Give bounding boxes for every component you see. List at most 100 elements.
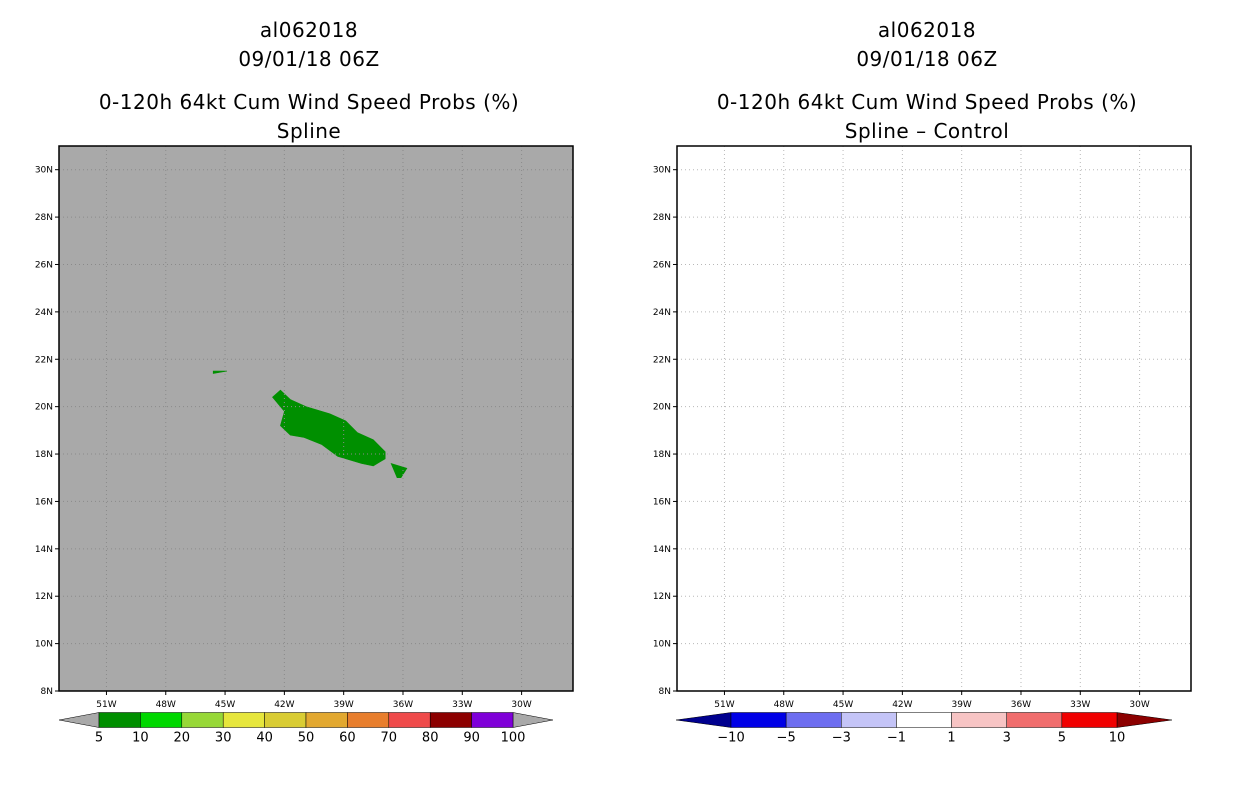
x-tick-label: 42W <box>274 700 294 710</box>
left-panel-subheader: 0-120h 64kt Cum Wind Speed Probs (%) Spl… <box>99 88 519 146</box>
y-tick-label: 24N <box>653 308 671 318</box>
x-tick-label: 30W <box>511 700 531 710</box>
colorbar-label: 5 <box>1058 731 1066 746</box>
colorbar-segment <box>140 712 183 728</box>
colorbar-label: 1 <box>947 731 955 746</box>
y-tick-label: 8N <box>41 687 53 697</box>
right-datetime: 09/01/18 06Z <box>856 47 998 71</box>
colorbar-label: 10 <box>132 731 149 746</box>
y-tick-label: 30N <box>653 166 671 176</box>
colorbar-label: 10 <box>1109 731 1126 746</box>
y-tick-label: 20N <box>653 403 671 413</box>
right-panel-header: al062018 09/01/18 06Z <box>856 16 997 74</box>
colorbar-segment <box>264 712 307 728</box>
colorbar-low-arrow <box>58 712 100 728</box>
right-map-panel: 51W 48W 45W 42W 39W 36W 33W 30W 8N 10N 12N 14N 16N 18… <box>653 145 1192 710</box>
colorbar-segment <box>785 712 842 728</box>
colorbar-segment <box>388 712 431 728</box>
right-chart-title: 0-120h 64kt Cum Wind Speed Probs (%) <box>716 90 1138 114</box>
left-datetime: 09/01/18 06Z <box>238 47 380 71</box>
x-tick-label: 45W <box>833 700 853 710</box>
x-tick-label: 51W <box>714 700 734 710</box>
colorbar-label: 100 <box>501 731 526 746</box>
colorbar-high-arrow <box>512 712 554 728</box>
y-tick-label: 10N <box>35 640 53 650</box>
colorbar-label: −5 <box>777 731 796 746</box>
colorbar-label: −10 <box>717 731 744 746</box>
colorbar-label: 90 <box>463 731 480 746</box>
colorbar-label: 50 <box>298 731 315 746</box>
colorbar-segment <box>841 712 897 728</box>
y-tick-label: 12N <box>35 592 53 602</box>
y-tick-label: 16N <box>35 497 53 507</box>
colorbar-segment <box>730 712 787 728</box>
probability-region <box>272 389 386 467</box>
x-tick-label: 51W <box>96 700 116 710</box>
colorbar-label: −3 <box>832 731 851 746</box>
colorbar-low-arrow <box>675 712 732 728</box>
y-tick-label: 22N <box>653 355 671 365</box>
colorbar-label: 5 <box>95 731 103 746</box>
x-tick-label: 39W <box>333 700 353 710</box>
left-colorbar: 5 10 20 30 40 50 60 70 80 90 100 <box>58 712 554 746</box>
x-tick-label: 45W <box>215 700 235 710</box>
colorbar-segment <box>1061 712 1118 728</box>
x-tick-label: 36W <box>1011 700 1031 710</box>
x-tick-label: 33W <box>1070 700 1090 710</box>
colorbar-label: 60 <box>339 731 356 746</box>
left-chart-title: 0-120h 64kt Cum Wind Speed Probs (%) <box>98 90 520 114</box>
plot-area <box>677 146 1191 691</box>
x-tick-label: 39W <box>951 700 971 710</box>
y-tick-label: 28N <box>653 213 671 223</box>
plot-frame <box>58 145 574 692</box>
y-tick-label: 14N <box>653 545 671 555</box>
colorbar-segment <box>305 712 348 728</box>
x-tick-label: 42W <box>892 700 912 710</box>
left-map-panel: 51W 48W 45W 42W 39W 36W 33W 30W 8N 10N 12N 14N 16N 18… <box>35 145 574 710</box>
colorbar-segment <box>1006 712 1063 728</box>
colorbar-segment <box>347 712 390 728</box>
colorbar-segment <box>951 712 1007 728</box>
y-tick-label: 18N <box>35 450 53 460</box>
x-tick-label: 48W <box>156 700 176 710</box>
colorbar-label: 70 <box>381 731 398 746</box>
y-tick-label: 14N <box>35 545 53 555</box>
colorbar-high-arrow <box>1116 712 1173 728</box>
colorbar-label: 30 <box>215 731 232 746</box>
colorbar-label: 40 <box>256 731 273 746</box>
right-panel-subheader: 0-120h 64kt Cum Wind Speed Probs (%) Spl… <box>717 88 1137 146</box>
x-tick-label: 30W <box>1129 700 1149 710</box>
colorbar-segment <box>98 712 141 728</box>
y-tick-label: 26N <box>35 260 53 270</box>
y-tick-label: 12N <box>653 592 671 602</box>
right-chart-subtitle: Spline – Control <box>844 119 1010 143</box>
colorbar-label: 20 <box>174 731 191 746</box>
right-colorbar: −10 −5 −3 −1 1 3 5 10 <box>675 712 1173 746</box>
colorbar-segment <box>471 712 514 728</box>
y-tick-label: 28N <box>35 213 53 223</box>
y-tick-label: 16N <box>653 497 671 507</box>
y-tick-label: 8N <box>659 687 671 697</box>
y-tick-label: 26N <box>653 260 671 270</box>
left-chart-subtitle: Spline <box>276 119 342 143</box>
x-tick-label: 33W <box>452 700 472 710</box>
y-tick-label: 18N <box>653 450 671 460</box>
colorbar-label: 80 <box>422 731 439 746</box>
x-tick-label: 36W <box>393 700 413 710</box>
colorbar-segment <box>181 712 224 728</box>
left-panel-header: al062018 09/01/18 06Z <box>238 16 379 74</box>
x-tick-label: 48W <box>774 700 794 710</box>
right-storm-id: al062018 <box>877 18 977 42</box>
y-tick-label: 30N <box>35 166 53 176</box>
y-tick-label: 24N <box>35 308 53 318</box>
left-storm-id: al062018 <box>259 18 359 42</box>
y-tick-label: 20N <box>35 403 53 413</box>
y-tick-label: 10N <box>653 640 671 650</box>
colorbar-segment <box>429 712 472 728</box>
y-tick-label: 22N <box>35 355 53 365</box>
colorbar-label: 3 <box>1003 731 1011 746</box>
colorbar-label: −1 <box>887 731 906 746</box>
plot-frame <box>676 145 1192 692</box>
colorbar-segment <box>222 712 265 728</box>
